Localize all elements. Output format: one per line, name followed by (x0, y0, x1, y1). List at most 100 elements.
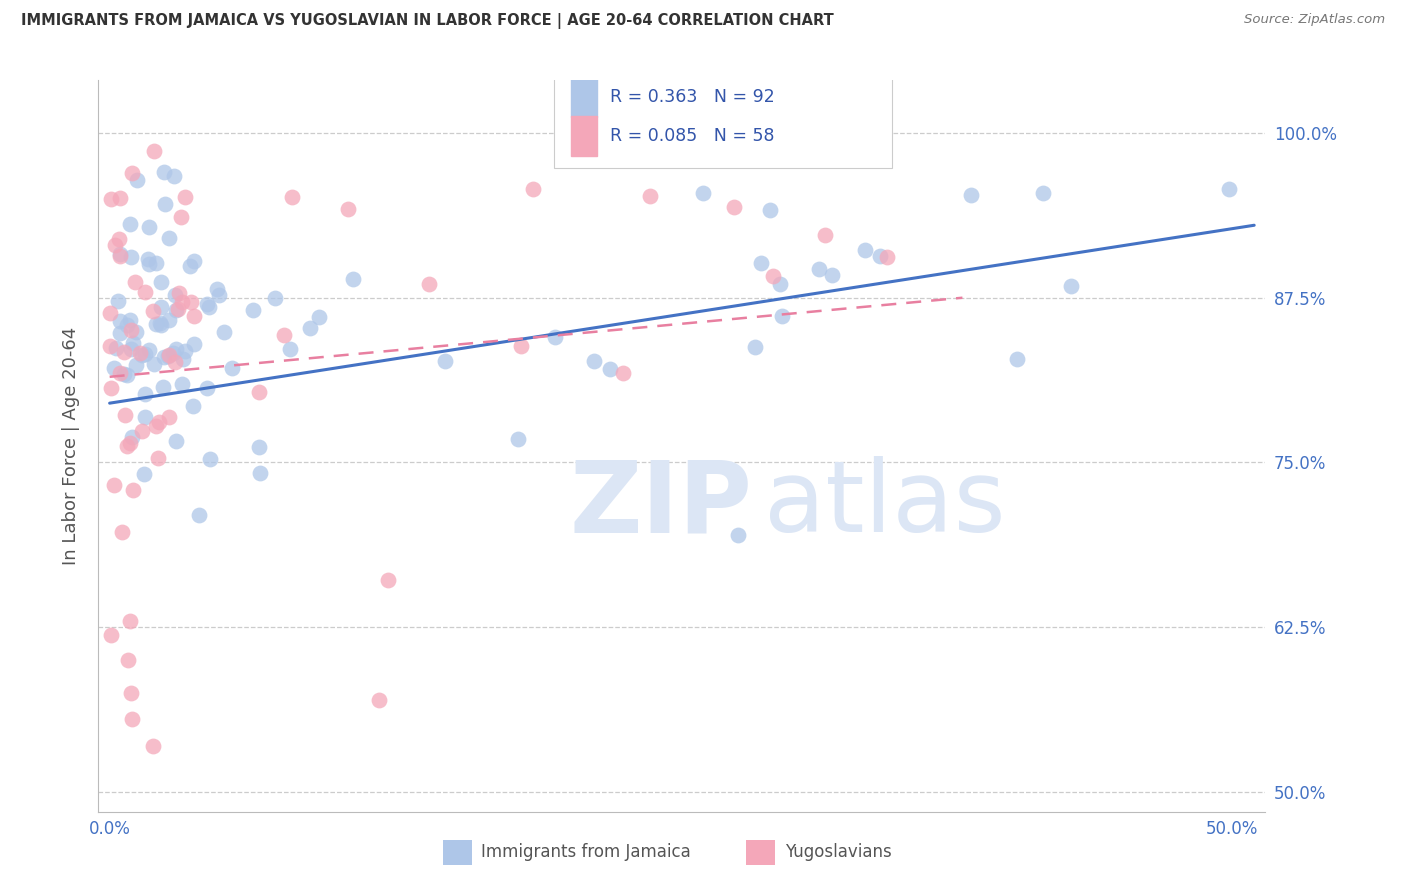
Point (100, 339, 122, 353)
Text: Immigrants from Jamaica: Immigrants from Jamaica (481, 843, 690, 861)
Point (183, 253, 205, 268)
Point (110, 314, 132, 328)
Point (142, 304, 165, 318)
Text: Source: ZipAtlas.com: Source: ZipAtlas.com (1244, 13, 1385, 27)
Point (506, 432, 529, 446)
FancyBboxPatch shape (443, 839, 472, 865)
FancyBboxPatch shape (554, 77, 891, 168)
Point (138, 343, 160, 357)
Point (121, 713, 143, 727)
Point (749, 256, 772, 270)
Point (165, 355, 187, 369)
Point (107, 293, 129, 308)
Point (114, 408, 136, 422)
Point (157, 313, 180, 327)
Point (342, 272, 364, 286)
Text: R = 0.363   N = 92: R = 0.363 N = 92 (610, 88, 775, 106)
Point (807, 261, 830, 276)
Point (599, 361, 621, 376)
Point (129, 346, 152, 360)
Y-axis label: In Labor Force | Age 20-64: In Labor Force | Age 20-64 (62, 326, 80, 566)
Point (131, 348, 153, 362)
Point (165, 288, 187, 302)
Point (108, 191, 131, 205)
Point (157, 410, 180, 425)
Point (120, 250, 142, 264)
FancyBboxPatch shape (747, 839, 775, 865)
Point (105, 341, 128, 355)
Point (145, 318, 167, 332)
Point (149, 275, 172, 289)
Point (172, 352, 194, 367)
Point (120, 342, 142, 356)
Text: Yugoslavians: Yugoslavians (785, 843, 891, 861)
Point (242, 303, 264, 318)
Point (98, 306, 121, 320)
Point (188, 508, 211, 523)
Point (264, 292, 287, 306)
Point (148, 415, 170, 429)
Point (433, 354, 456, 368)
Point (125, 325, 148, 339)
Point (108, 232, 131, 246)
Point (544, 330, 567, 344)
Point (115, 439, 138, 453)
Point (127, 172, 149, 186)
Point (869, 249, 891, 263)
Point (157, 230, 180, 244)
Point (522, 182, 544, 196)
Point (173, 190, 195, 204)
Point (814, 228, 837, 243)
Point (153, 164, 176, 178)
Point (692, 186, 714, 200)
Point (640, 189, 662, 203)
Point (152, 350, 174, 364)
Point (112, 344, 135, 359)
Point (247, 440, 270, 454)
Point (1032, 186, 1054, 200)
Point (1060, 278, 1083, 293)
Point (103, 477, 125, 491)
Point (162, 346, 184, 360)
Point (117, 368, 139, 382)
Point (117, 653, 139, 667)
Point (134, 467, 156, 481)
Point (121, 335, 143, 350)
Point (134, 409, 156, 424)
Point (197, 381, 219, 395)
Point (167, 286, 190, 301)
Point (418, 277, 440, 292)
Text: atlas: atlas (763, 456, 1005, 553)
Point (134, 387, 156, 401)
Point (108, 247, 131, 261)
Point (138, 219, 160, 234)
Point (582, 353, 605, 368)
Point (179, 260, 201, 274)
Point (146, 450, 169, 465)
Point (145, 256, 167, 270)
Point (174, 343, 197, 358)
Point (157, 349, 180, 363)
Point (124, 275, 146, 289)
Point (103, 360, 125, 375)
Point (960, 187, 983, 202)
Point (337, 202, 360, 216)
Point (183, 310, 205, 324)
Point (165, 434, 187, 449)
FancyBboxPatch shape (571, 77, 596, 117)
Point (368, 692, 391, 706)
Point (853, 243, 876, 257)
Point (769, 277, 792, 291)
Point (108, 326, 131, 341)
Point (134, 285, 156, 300)
Point (143, 145, 166, 159)
Point (120, 686, 142, 700)
Point (510, 339, 533, 353)
Point (308, 310, 330, 324)
Point (169, 210, 191, 224)
Point (118, 217, 141, 231)
Point (143, 357, 166, 371)
FancyBboxPatch shape (571, 116, 596, 156)
Point (723, 200, 745, 214)
Point (149, 318, 172, 333)
